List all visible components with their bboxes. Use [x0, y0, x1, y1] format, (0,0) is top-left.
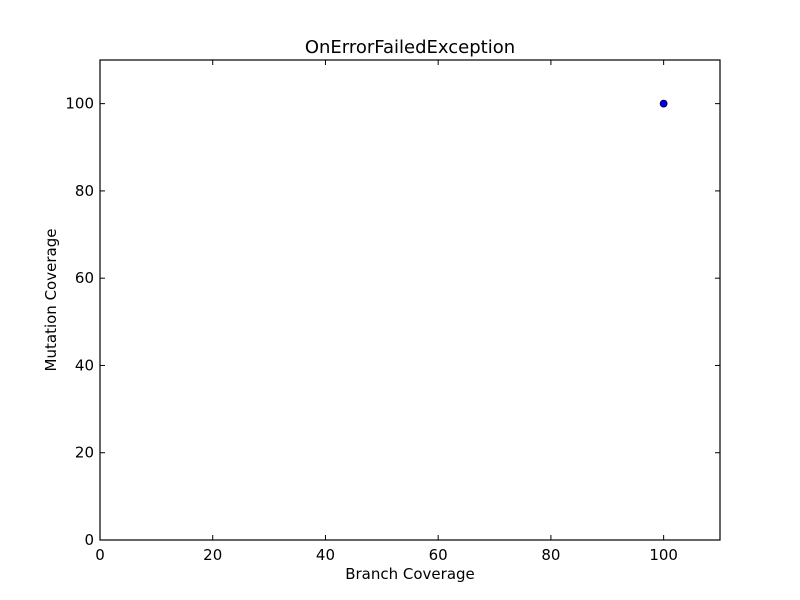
x-axis-label: Branch Coverage: [345, 565, 475, 583]
y-tick-label: 100: [65, 95, 94, 113]
x-axis: 0 20 40 60 80 100: [95, 60, 678, 564]
plot-area-frame: [99, 59, 721, 541]
x-tick-label: 20: [203, 546, 222, 564]
y-tick-label: 40: [75, 356, 94, 374]
data-points: [659, 99, 668, 108]
y-tick-label: 0: [84, 531, 94, 549]
x-tick-label: 100: [649, 546, 678, 564]
x-tick-label: 0: [95, 546, 105, 564]
x-tick-label: 80: [541, 546, 560, 564]
scatter-point: [659, 99, 668, 108]
x-tick-label: 60: [429, 546, 448, 564]
chart-title: OnErrorFailedException: [305, 37, 515, 58]
y-axis-label: Mutation Coverage: [42, 229, 60, 372]
y-tick-label: 80: [75, 182, 94, 200]
y-tick-label: 60: [75, 269, 94, 287]
y-axis: 0 20 40 60 80 100: [65, 95, 720, 549]
x-tick-label: 40: [316, 546, 335, 564]
y-tick-label: 20: [75, 444, 94, 462]
